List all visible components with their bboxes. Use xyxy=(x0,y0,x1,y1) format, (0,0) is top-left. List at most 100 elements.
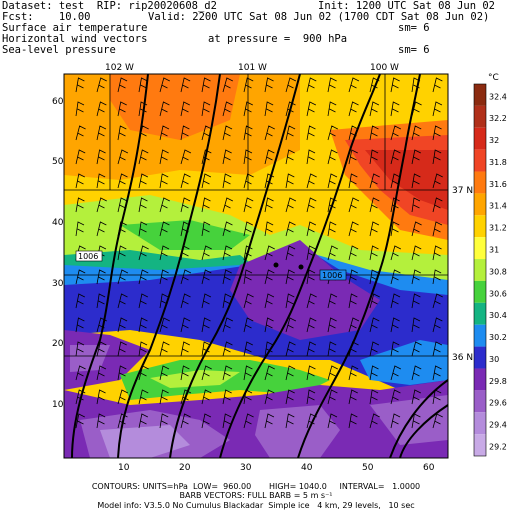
init-time: Init: 1200 UTC Sat 08 Jun 02 xyxy=(318,0,496,12)
wind-barb xyxy=(390,149,401,165)
colorbar-swatch xyxy=(474,390,486,413)
wind-barb xyxy=(327,245,338,261)
wind-barb xyxy=(159,245,170,261)
wind-barb xyxy=(138,413,149,429)
wind-barb xyxy=(432,317,443,333)
colorbar-label: 32 xyxy=(489,136,499,145)
wind-barb xyxy=(327,317,337,333)
wind-barb xyxy=(264,413,275,429)
colorbar-label: 31.6 xyxy=(489,180,507,189)
wind-barb xyxy=(75,77,85,93)
wind-barb xyxy=(180,389,192,405)
wind-barb xyxy=(369,293,380,309)
wind-barb xyxy=(348,245,359,261)
x-tick-30: 30 xyxy=(240,463,252,473)
wind-barb xyxy=(96,197,107,213)
y-tick-40: 40 xyxy=(52,218,64,228)
wind-barb xyxy=(369,173,380,189)
wind-barb xyxy=(306,221,317,237)
wind-barb xyxy=(243,389,253,405)
wind-barb xyxy=(348,197,360,213)
wind-barb xyxy=(285,389,295,405)
plot-frame xyxy=(63,73,449,459)
wind-barb xyxy=(369,101,380,117)
wind-barb xyxy=(411,365,422,381)
wind-barb xyxy=(222,413,232,429)
wind-barb xyxy=(180,221,190,237)
wind-barb xyxy=(180,149,192,165)
wind-barb xyxy=(369,125,379,141)
colorbar-swatch xyxy=(474,149,486,172)
wind-barb xyxy=(201,149,212,165)
colorbar-swatch xyxy=(474,302,486,325)
wind-barb xyxy=(201,293,212,309)
wind-barb xyxy=(390,245,402,261)
wind-barb xyxy=(75,365,86,381)
wind-barb xyxy=(222,317,234,333)
isobars xyxy=(71,74,448,458)
wind-barb xyxy=(285,341,296,357)
wind-barb xyxy=(327,125,338,141)
y-tick-30: 30 xyxy=(52,279,64,289)
boundary-lines xyxy=(64,74,448,357)
footer-contours: CONTOURS: UNITS=hPa LOW= 960.00 HIGH= 10… xyxy=(91,482,421,491)
wind-barb xyxy=(264,149,275,165)
wind-barb xyxy=(264,365,275,381)
wind-barb xyxy=(201,221,211,237)
wind-barb xyxy=(96,221,107,237)
wind-barb xyxy=(327,365,338,381)
colorbar-swatch xyxy=(474,434,486,456)
wind-barb xyxy=(390,341,400,357)
wind-barb xyxy=(411,125,422,141)
colorbar-label: 31.4 xyxy=(489,202,507,211)
wind-barb xyxy=(159,77,170,93)
wind-barb xyxy=(285,197,297,213)
colorbar-swatch xyxy=(474,193,486,216)
colorbar-unit: °C xyxy=(488,73,499,83)
wind-barb xyxy=(369,341,380,357)
colorbar-swatch xyxy=(474,127,486,150)
pressure-level: at pressure = 900 hPa xyxy=(208,33,348,45)
wind-barb xyxy=(264,101,274,117)
wind-barb xyxy=(327,101,337,117)
x-tick-20: 20 xyxy=(179,463,191,473)
wind-barb xyxy=(96,269,106,285)
wind-barb xyxy=(75,197,85,213)
wind-barb xyxy=(390,125,402,141)
wind-barb xyxy=(75,389,86,405)
wind-barb xyxy=(159,149,169,165)
wind-barb xyxy=(201,317,211,333)
wind-barb xyxy=(222,149,232,165)
colorbar-label: 30.4 xyxy=(489,311,507,320)
wind-barb xyxy=(348,269,358,285)
wind-barb xyxy=(432,101,443,117)
wind-barb xyxy=(264,293,275,309)
wind-barb xyxy=(201,341,211,357)
wind-barb xyxy=(117,221,127,237)
wind-barb xyxy=(138,101,148,117)
footer-barbs: BARB VECTORS: FULL BARB = 5 m s⁻¹ xyxy=(179,491,333,500)
wind-barb xyxy=(117,101,127,117)
contour-label: 1006 xyxy=(319,269,347,281)
wind-barb xyxy=(285,317,297,333)
wind-barb xyxy=(96,173,106,189)
colorbar-label: 30.2 xyxy=(489,333,507,342)
wind-barb xyxy=(180,197,191,213)
wind-barb xyxy=(138,365,149,381)
wind-barb xyxy=(117,341,127,357)
wind-barb xyxy=(390,221,400,237)
wind-barb xyxy=(138,269,149,285)
y-tick-10: 10 xyxy=(52,400,64,410)
wind-barb xyxy=(201,365,212,381)
wind-barb xyxy=(369,413,380,429)
wind-barb xyxy=(96,413,106,429)
colorbar-swatch xyxy=(474,171,486,194)
wind-barb xyxy=(348,77,360,93)
wind-barb xyxy=(222,197,234,213)
colorbar-swatch xyxy=(474,237,486,260)
wind-barb xyxy=(243,413,254,429)
wind-barb xyxy=(369,365,379,381)
wind-barb xyxy=(201,197,211,213)
station-point xyxy=(273,262,279,268)
wind-barb xyxy=(369,389,379,405)
